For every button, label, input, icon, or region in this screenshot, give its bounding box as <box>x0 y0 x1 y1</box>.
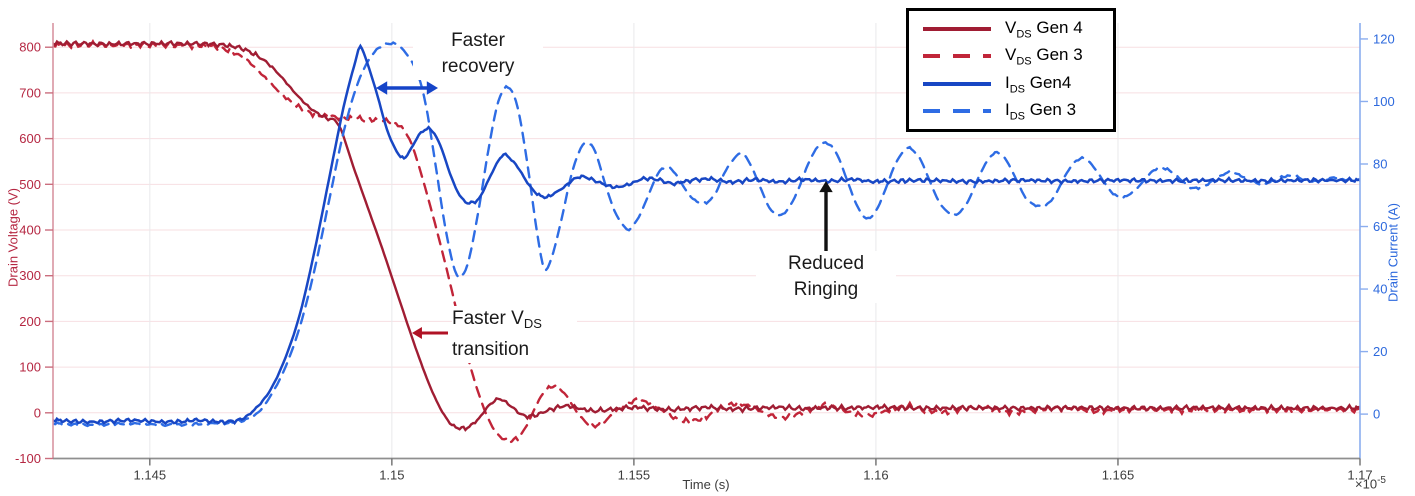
left-axis-title: Drain Voltage (V) <box>5 188 21 287</box>
legend-line-dashed-blue <box>923 109 991 114</box>
x-tick-label: 1.17 <box>1347 468 1372 483</box>
x-axis-title: Time (s) <box>682 477 730 492</box>
left-tick-label: 800 <box>19 40 41 55</box>
right-tick-label: 20 <box>1373 344 1387 359</box>
x-tick-label: 1.155 <box>618 468 651 483</box>
left-tick-label: 500 <box>19 177 41 192</box>
x-tick-label: 1.15 <box>379 468 404 483</box>
series-i-ds-gen-3 <box>53 41 1360 428</box>
x-axis-exponent: ×10-5 <box>1355 475 1386 492</box>
legend-entry-vds-gen4: VDS Gen 4 <box>923 16 1113 42</box>
left-tick-label: 400 <box>19 223 41 238</box>
right-tick-label: 40 <box>1373 282 1387 297</box>
faster-vds-arrow <box>412 327 448 339</box>
legend-entry-ids-gen4: IDS Gen4 <box>923 71 1113 97</box>
legend-line-dashed-red <box>923 54 991 59</box>
series-v-ds-gen-4 <box>53 39 1360 432</box>
left-tick-label: -100 <box>15 451 41 466</box>
right-tick-label: 120 <box>1373 31 1395 46</box>
left-tick-label: 200 <box>19 314 41 329</box>
legend-line-solid-blue <box>923 81 991 86</box>
x-tick-label: 1.16 <box>863 468 888 483</box>
right-tick-label: 60 <box>1373 219 1387 234</box>
right-tick-label: 80 <box>1373 156 1387 171</box>
series-v-ds-gen-3 <box>53 38 1360 444</box>
series-i-ds-gen4 <box>53 43 1360 426</box>
left-tick-label: 700 <box>19 85 41 100</box>
left-tick-label: 600 <box>19 131 41 146</box>
left-tick-label: 300 <box>19 268 41 283</box>
right-tick-label: 0 <box>1373 407 1380 422</box>
reduced-ringing-arrow <box>819 181 833 253</box>
legend-entry-vds-gen3: VDS Gen 3 <box>923 43 1113 69</box>
right-tick-label: 100 <box>1373 94 1395 109</box>
legend-entry-ids-gen3: IDS Gen 3 <box>923 98 1113 124</box>
faster-recovery-arrow <box>376 81 438 95</box>
legend: VDS Gen 4 VDS Gen 3 IDS Gen4 IDS Gen 3 <box>906 8 1116 132</box>
annotation-reduced-ringing: Reduced Ringing <box>756 251 896 303</box>
legend-line-solid-red <box>923 26 991 31</box>
left-tick-label: 0 <box>34 405 41 420</box>
left-tick-label: 100 <box>19 360 41 375</box>
right-axis-title: Drain Current (A) <box>1385 203 1401 302</box>
annotation-faster-recovery: Faster recovery <box>413 28 543 80</box>
annotation-faster-vds-transition: Faster VDS transition <box>452 306 577 363</box>
x-tick-label: 1.145 <box>134 468 167 483</box>
x-tick-label: 1.165 <box>1102 468 1135 483</box>
